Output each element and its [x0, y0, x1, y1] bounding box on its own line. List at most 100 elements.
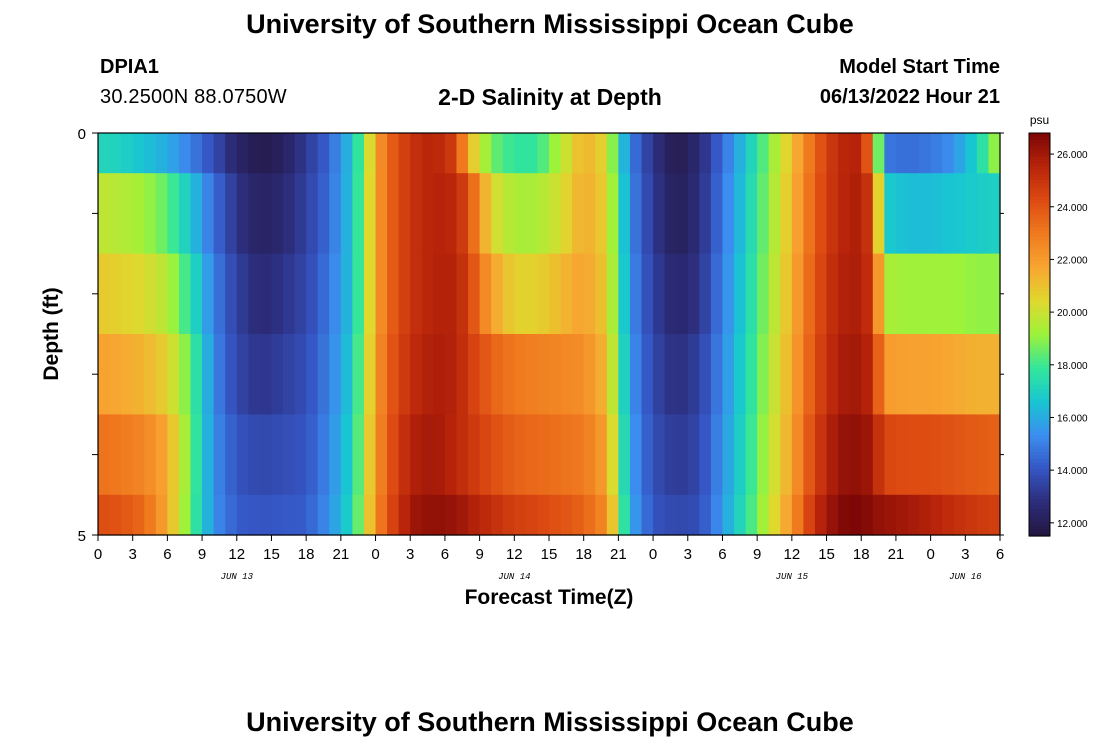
heatmap-cell	[814, 253, 828, 335]
heatmap-cell	[375, 414, 388, 496]
heatmap-cell	[514, 414, 527, 496]
heatmap-cell	[398, 133, 411, 174]
date-label: JUN 16	[949, 572, 982, 582]
colorbar-segment	[1029, 425, 1050, 430]
heatmap-cell	[976, 133, 990, 174]
heatmap-cell	[595, 494, 608, 536]
heatmap-cell	[259, 414, 273, 496]
x-tick-label: 12	[228, 546, 245, 563]
heatmap-cell	[664, 133, 677, 174]
colorbar-segment	[1029, 133, 1050, 137]
heatmap-cell	[502, 414, 515, 496]
colorbar-segment	[1029, 371, 1050, 376]
heatmap-cell	[583, 253, 596, 335]
colorbar-segment	[1029, 354, 1050, 359]
colorbar-segment	[1029, 364, 1050, 369]
heatmap-cell	[629, 133, 643, 174]
heatmap-cell	[363, 253, 377, 335]
heatmap-cell	[942, 494, 955, 536]
heatmap-cell	[953, 334, 966, 415]
heatmap-cell	[653, 133, 666, 174]
colorbar-segment	[1029, 274, 1050, 279]
colorbar-segment	[1029, 186, 1050, 191]
heatmap-cell	[803, 494, 816, 536]
heatmap-cell	[329, 173, 342, 255]
heatmap-cell	[549, 173, 562, 255]
heatmap-cell	[398, 494, 411, 536]
heatmap-cell	[444, 173, 458, 255]
heatmap-cell	[976, 334, 990, 415]
heatmap-cell	[676, 173, 689, 255]
heatmap-cell	[919, 494, 932, 536]
heatmap-cell	[780, 133, 793, 174]
heatmap-cell	[121, 173, 134, 255]
x-tick-label: 3	[129, 546, 137, 563]
heatmap-cell	[236, 414, 249, 496]
heatmap-cell	[259, 133, 273, 174]
heatmap-cell	[572, 494, 585, 536]
heatmap-cell	[98, 133, 111, 174]
heatmap-cell	[202, 334, 215, 415]
heatmap-cell	[456, 133, 469, 174]
heatmap-cell	[687, 173, 700, 255]
heatmap-cell	[190, 253, 203, 335]
colorbar-segment	[1029, 297, 1050, 302]
heatmap-cell	[167, 253, 180, 335]
colorbar-segment	[1029, 475, 1050, 480]
heatmap-cell	[178, 334, 192, 415]
colorbar-segment	[1029, 421, 1050, 426]
heatmap-cell	[283, 414, 296, 496]
heatmap-cell	[606, 334, 619, 415]
heatmap-cell	[109, 494, 122, 536]
colorbar-segment	[1029, 478, 1050, 483]
heatmap-cell	[190, 414, 203, 496]
heatmap-cell	[595, 414, 608, 496]
heatmap-cell	[768, 253, 781, 335]
colorbar-segment	[1029, 455, 1050, 460]
heatmap-cell	[433, 494, 446, 536]
heatmap-cell	[410, 334, 423, 415]
colorbar-segment	[1029, 344, 1050, 349]
heatmap-cell	[895, 334, 909, 415]
heatmap-cell	[144, 494, 157, 536]
colorbar-tick-label: 20.000	[1057, 308, 1088, 319]
heatmap-cell	[676, 133, 689, 174]
heatmap-cell	[722, 334, 735, 415]
heatmap-cell	[363, 133, 377, 174]
heatmap-cell	[722, 414, 735, 496]
heatmap-cell	[849, 173, 862, 255]
colorbar-segment	[1029, 200, 1050, 205]
heatmap-cell	[306, 334, 319, 415]
colorbar-segment	[1029, 317, 1050, 322]
footer-title: University of Southern Mississippi Ocean…	[246, 707, 854, 737]
heatmap-cell	[294, 133, 307, 174]
heatmap-cell	[930, 173, 943, 255]
heatmap-cell	[491, 494, 504, 536]
heatmap-cell	[734, 253, 747, 335]
heatmap-cell	[722, 253, 735, 335]
heatmap-cell	[618, 173, 631, 255]
colorbar-segment	[1029, 502, 1050, 507]
heatmap-cell	[907, 334, 920, 415]
heatmap-cell	[791, 253, 805, 335]
colorbar-segment	[1029, 482, 1050, 487]
heatmap-cell	[352, 414, 365, 496]
heatmap-cell	[988, 253, 1001, 335]
heatmap-cell	[618, 133, 631, 174]
heatmap-cell	[861, 173, 874, 255]
heatmap-cell	[410, 253, 423, 335]
heatmap-cell	[803, 334, 816, 415]
heatmap-cell	[213, 494, 226, 536]
heatmap-cell	[849, 253, 862, 335]
heatmap-cell	[225, 173, 238, 255]
heatmap-cell	[803, 173, 816, 255]
colorbar-segment	[1029, 351, 1050, 356]
heatmap-cell	[826, 173, 839, 255]
colorbar-segment	[1029, 260, 1050, 265]
heatmap-cell	[537, 414, 550, 496]
heatmap-cell	[942, 173, 955, 255]
heatmap-cell	[895, 494, 909, 536]
colorbar-segment	[1029, 337, 1050, 342]
heatmap-cell	[132, 494, 145, 536]
heatmap-cell	[375, 494, 388, 536]
